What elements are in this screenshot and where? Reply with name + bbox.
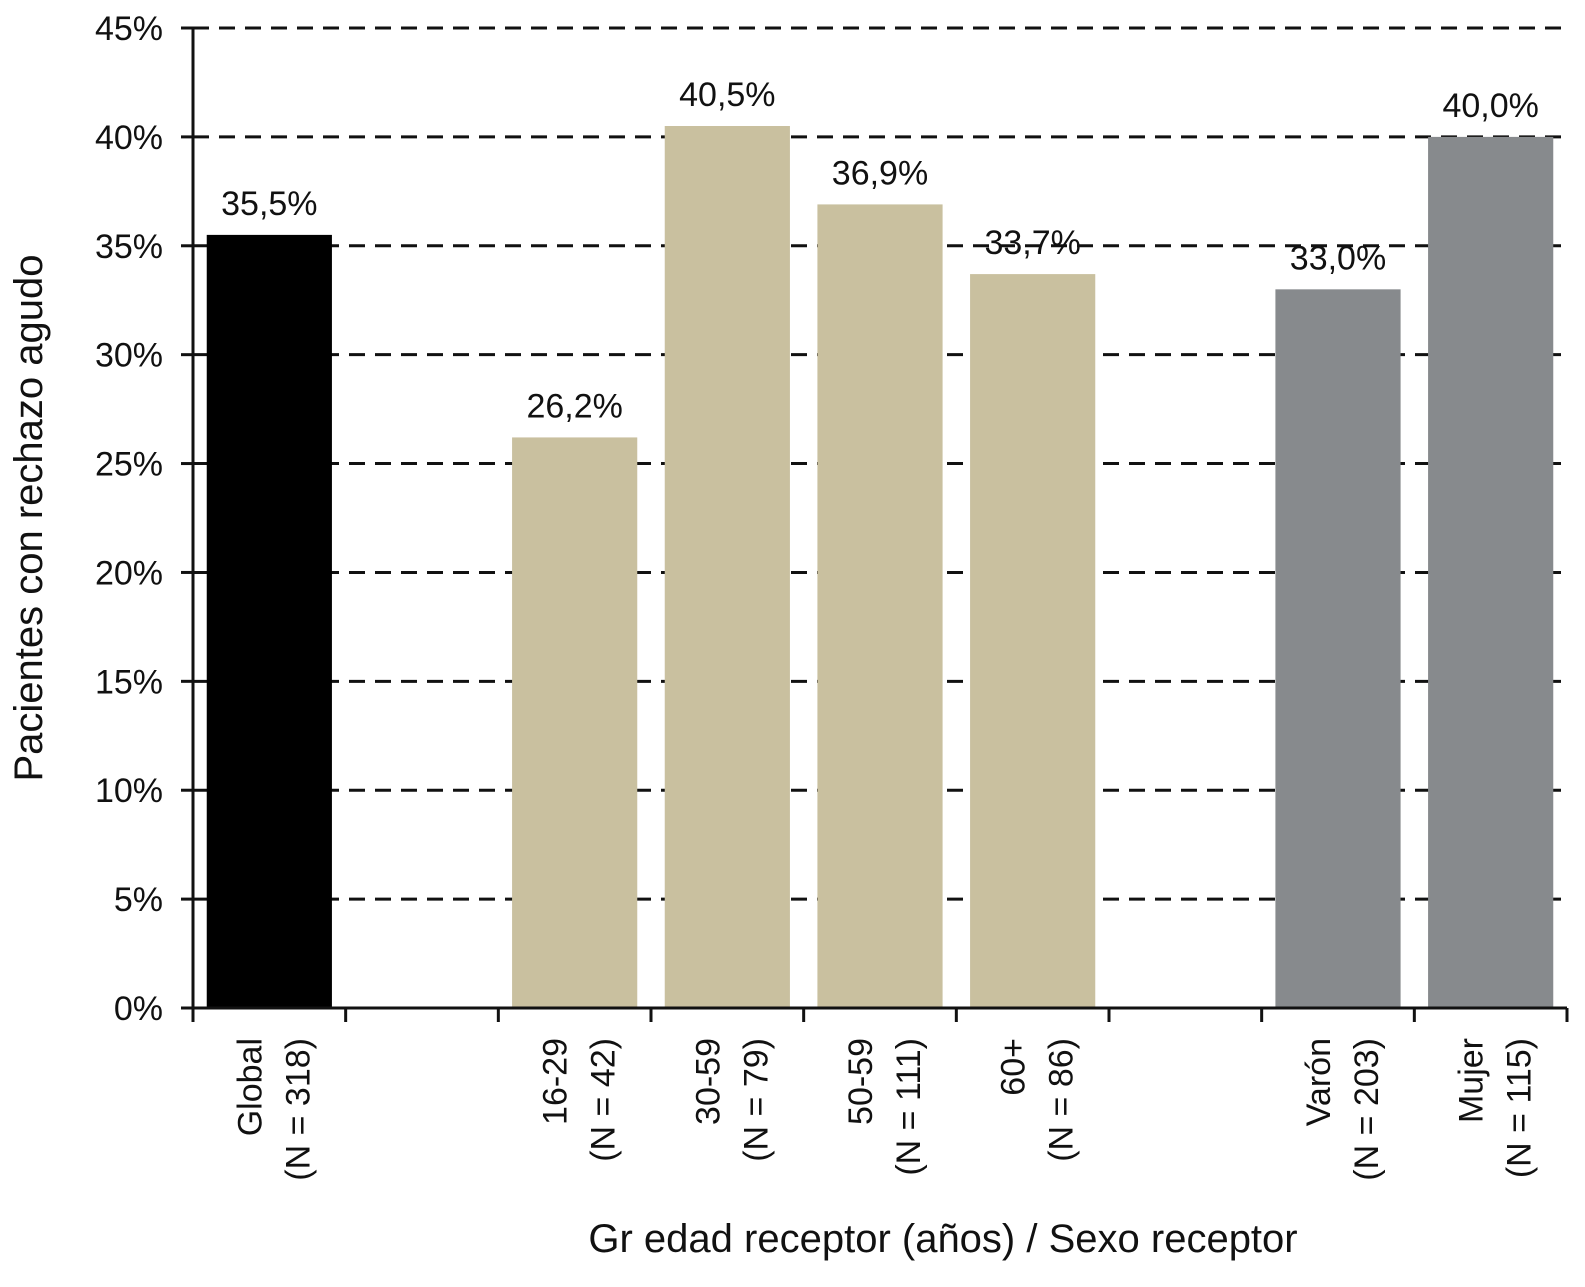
bar: [206, 234, 332, 1008]
y-tick-label: 15%: [95, 663, 163, 701]
x-tick-label: (N = 115): [1501, 1038, 1539, 1178]
y-tick-label: 0%: [114, 990, 163, 1028]
data-label: 40,5%: [679, 76, 775, 114]
x-tick-label: (N = 79): [737, 1038, 775, 1162]
y-tick-label: 5%: [114, 881, 163, 919]
x-tick-label: Mujer: [1453, 1038, 1491, 1123]
x-tick-label: (N = 318): [279, 1038, 317, 1181]
y-tick-label: 35%: [95, 228, 163, 266]
bar: [970, 274, 1096, 1009]
bar: [1275, 289, 1401, 1008]
y-axis-title: Pacientes con rechazo agudo: [7, 254, 51, 781]
bar: [664, 126, 790, 1008]
x-tick-label: 60+: [995, 1038, 1033, 1096]
data-label: 35,5%: [221, 185, 317, 223]
x-tick-label: 16-29: [537, 1038, 575, 1125]
data-label: 33,7%: [984, 224, 1080, 262]
bar: [1428, 136, 1554, 1008]
y-tick-labels: 0% 5% 10% 15% 20% 25% 30% 35% 40% 45%: [95, 10, 163, 1028]
y-tick-label: 40%: [95, 119, 163, 157]
x-tick-label: (N = 42): [585, 1038, 623, 1162]
x-tick-label: Global: [231, 1038, 269, 1136]
x-tick-label: 30-59: [689, 1038, 727, 1125]
y-tick-label: 10%: [95, 772, 163, 810]
y-tick-label: 25%: [95, 446, 163, 484]
data-label: 33,0%: [1290, 239, 1386, 277]
bars: [206, 126, 1554, 1009]
x-tick-labels: Global (N = 318) 16-29 (N = 42) 30-59 (N = 79…: [231, 1038, 1538, 1181]
bar: [817, 204, 943, 1008]
data-labels: 35,5% 26,2% 40,5% 36,9% 33,7% 33,0% 40,0%: [221, 76, 1539, 425]
x-tick-label: Varón: [1300, 1038, 1338, 1126]
x-tick-label: (N = 111): [890, 1038, 928, 1176]
data-label: 36,9%: [832, 154, 928, 192]
y-tick-label: 20%: [95, 554, 163, 592]
x-tick-label: (N = 203): [1348, 1038, 1386, 1181]
x-axis-title: Gr edad receptor (años) / Sexo receptor: [588, 1217, 1297, 1261]
axes: [181, 26, 1569, 1022]
data-label: 40,0%: [1442, 87, 1538, 125]
y-tick-label: 30%: [95, 337, 163, 375]
bar: [512, 437, 638, 1008]
data-label: 26,2%: [526, 387, 622, 425]
y-tick-label: 45%: [95, 10, 163, 48]
x-tick-label: (N = 86): [1043, 1038, 1081, 1162]
x-tick-label: 50-59: [842, 1038, 880, 1125]
